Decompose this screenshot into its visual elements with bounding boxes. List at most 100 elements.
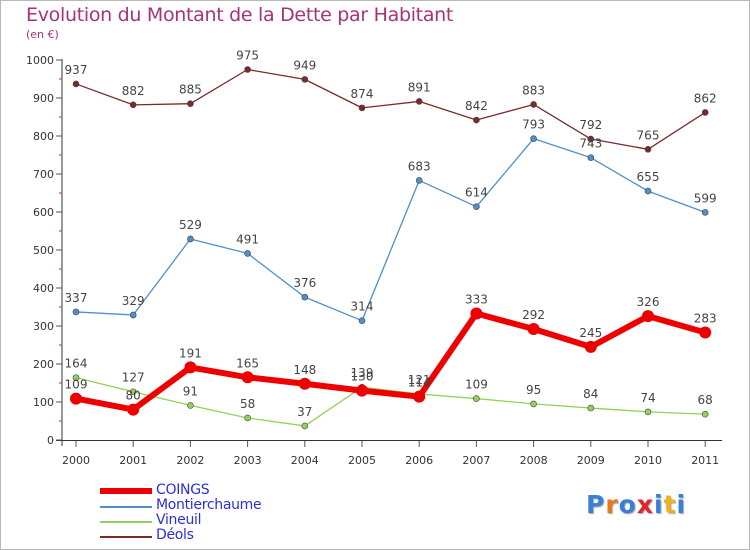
data-point-coings <box>356 384 368 397</box>
series-line-coings <box>75 310 707 413</box>
data-label-coings: 191 <box>179 346 202 360</box>
y-tick-label: 0 <box>47 434 54 447</box>
data-label-d-ols: 975 <box>236 49 259 63</box>
data-point-vineuil <box>701 410 709 418</box>
y-tick-label: 400 <box>33 282 54 295</box>
data-point-montierchaume <box>72 308 80 316</box>
x-tick-label: 2011 <box>691 454 719 467</box>
data-point-vineuil <box>644 408 652 416</box>
y-tick-label: 300 <box>33 320 54 333</box>
data-label-montierchaume: 614 <box>465 186 488 200</box>
data-label-coings: 114 <box>408 376 431 390</box>
legend-label-montierchaume: Montierchaume <box>156 497 262 513</box>
data-point-coings <box>584 340 597 353</box>
logo-letter: r <box>605 490 619 519</box>
data-label-coings: 326 <box>637 295 660 309</box>
data-label-coings: 283 <box>694 311 717 325</box>
data-point-coings <box>699 326 712 339</box>
data-point-d-ols <box>530 101 537 108</box>
data-point-d-ols <box>473 116 480 124</box>
data-point-montierchaume <box>530 135 537 142</box>
data-label-vineuil: 121 <box>408 373 431 387</box>
data-label-d-ols: 882 <box>122 84 145 98</box>
data-point-vineuil <box>587 404 595 412</box>
data-label-vineuil: 91 <box>183 384 198 398</box>
data-label-vineuil: 74 <box>640 391 655 405</box>
data-label-montierchaume: 314 <box>351 300 374 314</box>
data-label-vineuil: 164 <box>65 357 88 371</box>
data-label-vineuil: 84 <box>583 387 598 401</box>
data-label-montierchaume: 683 <box>408 159 431 173</box>
logo-letter: P <box>586 490 606 519</box>
data-point-d-ols <box>358 104 366 112</box>
data-label-vineuil: 109 <box>465 378 488 392</box>
data-label-vineuil: 58 <box>240 397 255 411</box>
logo-letter: i <box>654 490 664 519</box>
logo-letter: i <box>676 490 687 519</box>
data-label-montierchaume: 599 <box>694 191 717 205</box>
data-label-d-ols: 792 <box>579 118 602 132</box>
x-tick-label: 2005 <box>348 454 376 467</box>
x-tick-label: 2001 <box>119 454 147 467</box>
data-label-d-ols: 862 <box>694 91 717 105</box>
y-tick-label: 100 <box>33 396 54 409</box>
x-tick-label: 2002 <box>176 454 204 467</box>
chart-subtitle: (en €) <box>26 28 59 41</box>
y-tick-label: 900 <box>33 92 54 105</box>
x-tick-label: 2008 <box>520 454 548 467</box>
data-point-montierchaume <box>644 187 652 195</box>
data-label-coings: 130 <box>351 370 374 384</box>
data-label-d-ols: 891 <box>408 80 431 94</box>
data-point-d-ols <box>701 109 709 116</box>
data-point-coings <box>527 323 540 336</box>
data-label-vineuil: 127 <box>122 371 145 385</box>
data-point-coings <box>127 403 140 416</box>
data-label-montierchaume: 743 <box>579 137 602 151</box>
y-tick-label: 1000 <box>26 54 54 67</box>
data-label-coings: 80 <box>126 389 141 403</box>
data-point-vineuil <box>301 422 309 430</box>
data-label-montierchaume: 529 <box>179 218 202 232</box>
data-label-montierchaume: 655 <box>637 170 660 184</box>
data-point-d-ols <box>301 76 309 83</box>
data-point-coings <box>642 310 654 323</box>
y-tick-label: 200 <box>33 358 54 371</box>
chart-title: Evolution du Montant de la Dette par Hab… <box>26 4 454 26</box>
data-label-montierchaume: 491 <box>236 232 259 246</box>
data-label-coings: 245 <box>579 326 602 340</box>
x-tick-label: 2006 <box>405 454 433 467</box>
data-point-vineuil <box>187 402 194 409</box>
data-point-coings <box>413 390 426 403</box>
data-label-montierchaume: 337 <box>65 291 88 305</box>
data-label-coings: 333 <box>465 292 488 306</box>
y-tick-label: 800 <box>33 130 54 143</box>
data-point-coings <box>470 307 483 320</box>
data-label-vineuil: 95 <box>526 383 541 397</box>
data-point-montierchaume <box>587 154 595 161</box>
data-label-vineuil: 139 <box>351 366 374 380</box>
data-point-vineuil <box>129 388 137 396</box>
data-point-montierchaume <box>129 311 137 319</box>
data-label-vineuil: 37 <box>297 405 312 419</box>
data-label-d-ols: 885 <box>179 83 202 97</box>
data-point-vineuil <box>72 374 80 381</box>
data-point-d-ols <box>72 80 80 88</box>
data-point-coings <box>241 371 254 384</box>
data-label-coings: 165 <box>236 356 259 370</box>
data-point-montierchaume <box>701 209 709 216</box>
logo-letter: t <box>663 490 677 519</box>
x-tick-label: 2009 <box>577 454 605 467</box>
x-tick-label: 2010 <box>634 454 662 467</box>
data-point-vineuil <box>530 400 537 408</box>
legend-swatch-coings <box>100 488 152 494</box>
x-tick-label: 2000 <box>62 454 90 467</box>
data-point-montierchaume <box>358 317 366 324</box>
x-tick-label: 2003 <box>234 454 262 467</box>
data-label-d-ols: 883 <box>522 83 545 97</box>
data-point-d-ols <box>244 66 251 73</box>
y-tick-label: 600 <box>33 206 54 219</box>
data-point-montierchaume <box>244 250 251 257</box>
data-point-montierchaume <box>187 235 194 243</box>
